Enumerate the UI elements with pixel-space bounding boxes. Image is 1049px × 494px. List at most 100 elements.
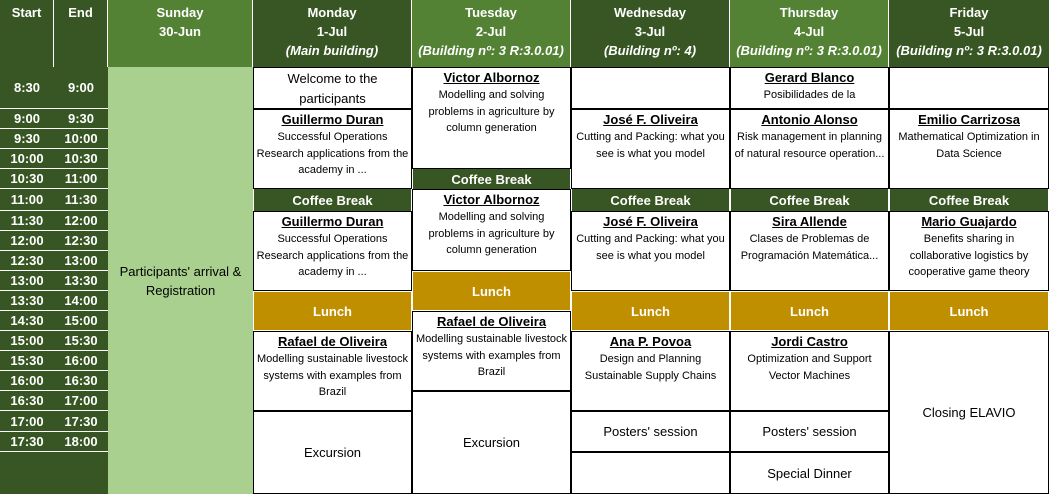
talk-title: Cutting and Packing: what you see is wha… bbox=[576, 131, 725, 160]
header-start: Start bbox=[0, 0, 54, 67]
time-start: 14:30 bbox=[0, 311, 54, 331]
time-start: 8:30 bbox=[0, 67, 54, 109]
speaker-name: Rafael de Oliveira bbox=[436, 314, 547, 329]
talk-title: Posibilidades de la bbox=[763, 89, 856, 101]
time-start: 16:00 bbox=[0, 371, 54, 391]
header-day: Monday bbox=[307, 5, 357, 20]
time-end: 9:30 bbox=[54, 109, 108, 129]
time-end: 17:00 bbox=[54, 391, 108, 411]
time-start: 9:00 bbox=[0, 109, 54, 129]
wednesday-coffee-break: Coffee Break bbox=[571, 189, 730, 211]
thursday-session-2: Sira Allende Clases de Problemas de Prog… bbox=[730, 211, 889, 291]
header-thursday: Thursday 4-Jul (Building nº: 3 R:3.0.01) bbox=[730, 0, 889, 67]
talk-title: Successful Operations Research applicati… bbox=[256, 233, 409, 278]
wednesday-posters: Posters' session bbox=[571, 411, 730, 452]
wednesday-lunch: Lunch bbox=[571, 291, 730, 331]
header-place: (Building nº: 3 R:3.0.01) bbox=[736, 43, 882, 58]
time-end: 12:00 bbox=[54, 211, 108, 231]
header-day: Friday bbox=[949, 5, 989, 20]
sunday-arrival: Participants' arrival & Registration bbox=[108, 67, 253, 494]
thursday-coffee-break: Coffee Break bbox=[730, 189, 889, 211]
talk-title: Modelling sustainable livestock systems … bbox=[256, 353, 409, 398]
time-end: 16:00 bbox=[54, 351, 108, 371]
speaker-name: Jordi Castro bbox=[771, 334, 848, 349]
time-start: 13:30 bbox=[0, 291, 54, 311]
speaker-name: Sira Allende bbox=[772, 214, 847, 229]
thursday-session-0: Gerard Blanco Posibilidades de la bbox=[730, 67, 889, 109]
header-date: 3-Jul bbox=[634, 24, 666, 39]
header-date: 1-Jul bbox=[316, 24, 348, 39]
speaker-name: Emilio Carrizosa bbox=[918, 112, 1020, 127]
friday-empty bbox=[889, 67, 1049, 109]
wednesday-session-3: Ana P. Povoa Design and Planning Sustain… bbox=[571, 331, 730, 411]
monday-excursion: Excursion bbox=[253, 411, 412, 494]
header-place: (Building nº: 3 R:3.0.01) bbox=[418, 43, 564, 58]
header-day: Thursday bbox=[779, 5, 839, 20]
time-end: 13:30 bbox=[54, 271, 108, 291]
time-start: 15:00 bbox=[0, 331, 54, 351]
header-place: (Building nº: 4) bbox=[603, 43, 697, 58]
header-sunday: Sunday 30-Jun bbox=[108, 0, 253, 67]
time-end: 15:00 bbox=[54, 311, 108, 331]
talk-title: Modelling and solving problems in agricu… bbox=[428, 211, 555, 256]
wednesday-empty-evening bbox=[571, 452, 730, 494]
time-end: 15:30 bbox=[54, 331, 108, 351]
tuesday-excursion: Excursion bbox=[412, 391, 571, 494]
talk-title: Modelling sustainable livestock systems … bbox=[415, 333, 568, 378]
time-end: 13:00 bbox=[54, 251, 108, 271]
header-date: 5-Jul bbox=[953, 24, 985, 39]
friday-coffee-break: Coffee Break bbox=[889, 189, 1049, 211]
time-start: 9:30 bbox=[0, 129, 54, 149]
friday-closing: Closing ELAVIO bbox=[889, 331, 1049, 494]
time-filler bbox=[0, 452, 108, 494]
monday-session-2: Guillermo Duran Successful Operations Re… bbox=[253, 211, 412, 291]
friday-lunch: Lunch bbox=[889, 291, 1049, 331]
header-day: Sunday bbox=[156, 5, 204, 20]
monday-session-3: Rafael de Oliveira Modelling sustainable… bbox=[253, 331, 412, 411]
time-end: 11:30 bbox=[54, 189, 108, 211]
header-start-label: Start bbox=[11, 5, 42, 20]
welcome-label: Welcome to the participants bbox=[287, 70, 378, 106]
thursday-session-1: Antonio Alonso Risk management in planni… bbox=[730, 109, 889, 189]
time-start: 17:00 bbox=[0, 411, 54, 432]
time-start: 12:30 bbox=[0, 251, 54, 271]
speaker-name: Victor Albornoz bbox=[443, 70, 540, 85]
time-start: 11:30 bbox=[0, 211, 54, 231]
time-start: 10:30 bbox=[0, 169, 54, 189]
talk-title: Successful Operations Research applicati… bbox=[256, 131, 409, 176]
talk-title: Optimization and Support Vector Machines bbox=[747, 353, 872, 382]
header-day: Tuesday bbox=[465, 5, 517, 20]
tuesday-session-2: Victor Albornoz Modelling and solving pr… bbox=[412, 189, 571, 271]
speaker-name: Ana P. Povoa bbox=[609, 334, 692, 349]
talk-title: Design and Planning Sustainable Supply C… bbox=[584, 353, 717, 382]
thursday-lunch: Lunch bbox=[730, 291, 889, 331]
friday-session-2: Mario Guajardo Benefits sharing in colla… bbox=[889, 211, 1049, 291]
time-end: 14:00 bbox=[54, 291, 108, 311]
monday-welcome: Welcome to the participants bbox=[253, 67, 412, 109]
time-end: 10:00 bbox=[54, 129, 108, 149]
time-start: 15:30 bbox=[0, 351, 54, 371]
monday-session-1: Guillermo Duran Successful Operations Re… bbox=[253, 109, 412, 189]
friday-session-1: Emilio Carrizosa Mathematical Optimizati… bbox=[889, 109, 1049, 189]
speaker-name: Mario Guajardo bbox=[921, 214, 1017, 229]
talk-title: Modelling and solving problems in agricu… bbox=[428, 89, 555, 134]
time-end: 11:00 bbox=[54, 169, 108, 189]
header-monday: Monday 1-Jul (Main building) bbox=[253, 0, 412, 67]
talk-title: Mathematical Optimization in Data Scienc… bbox=[898, 131, 1040, 160]
speaker-name: José F. Oliveira bbox=[603, 214, 698, 229]
time-end: 12:30 bbox=[54, 231, 108, 251]
monday-coffee-break: Coffee Break bbox=[253, 189, 412, 211]
header-date: 4-Jul bbox=[793, 24, 825, 39]
arrival-label: Participants' arrival & Registration bbox=[119, 263, 242, 298]
talk-title: Cutting and Packing: what you see is wha… bbox=[576, 233, 725, 262]
time-start: 16:30 bbox=[0, 391, 54, 411]
time-start: 12:00 bbox=[0, 231, 54, 251]
time-start: 13:00 bbox=[0, 271, 54, 291]
thursday-dinner: Special Dinner bbox=[730, 452, 889, 494]
time-start: 17:30 bbox=[0, 432, 54, 452]
thursday-session-3: Jordi Castro Optimization and Support Ve… bbox=[730, 331, 889, 411]
header-end: End bbox=[54, 0, 108, 67]
wednesday-session-1: José F. Oliveira Cutting and Packing: wh… bbox=[571, 109, 730, 189]
header-day: Wednesday bbox=[613, 5, 686, 20]
time-end: 16:30 bbox=[54, 371, 108, 391]
